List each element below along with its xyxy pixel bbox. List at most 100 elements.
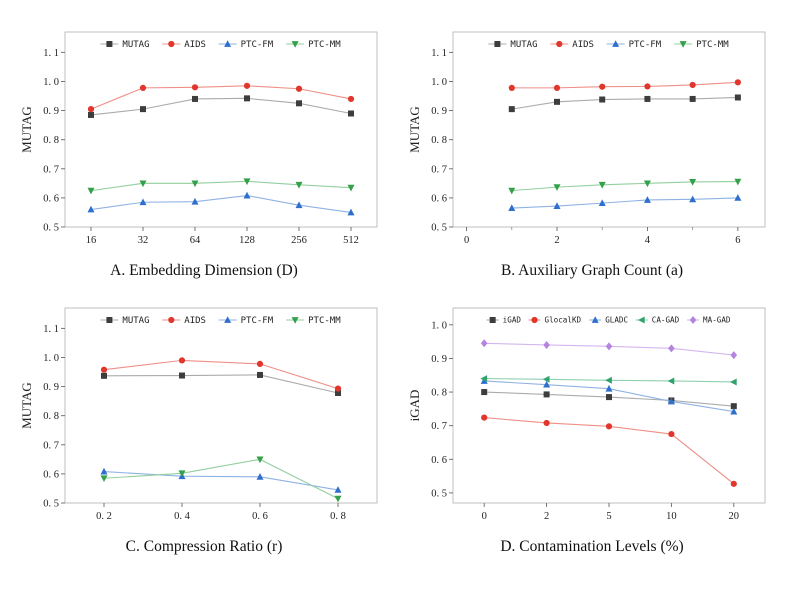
legend-label: PTC-MM <box>308 40 341 50</box>
svg-text:0. 8: 0. 8 <box>431 388 447 399</box>
svg-text:4: 4 <box>645 235 651 246</box>
square-marker <box>508 106 515 113</box>
series-mutag <box>88 95 354 118</box>
triangle-down-marker <box>100 475 108 483</box>
circle-marker <box>481 414 488 421</box>
diamond-marker <box>668 344 675 353</box>
svg-text:1. 0: 1. 0 <box>431 77 447 88</box>
chart-contamination-levels: 0 2 5 10 20 0. 5 0. 6 0. 7 0. 8 0. 9 1. 0 iGAD iGAD G… <box>405 300 779 562</box>
svg-text:0. 7: 0. 7 <box>431 164 447 175</box>
square-marker <box>179 372 185 379</box>
circle-marker <box>295 85 303 92</box>
svg-text:20: 20 <box>729 511 740 522</box>
triangle-left-marker <box>667 377 675 385</box>
svg-text:2: 2 <box>544 511 549 522</box>
circle-marker <box>256 360 264 367</box>
circle-marker <box>168 40 175 48</box>
legend: MUTAG AIDS PTC-FM PTC-MM <box>488 40 729 50</box>
svg-text:256: 256 <box>291 235 307 246</box>
triangle-up-marker <box>598 199 606 207</box>
square-marker <box>335 389 341 396</box>
diamond-marker <box>730 351 738 360</box>
legend-label: MUTAG <box>122 316 149 326</box>
svg-text:0. 6: 0. 6 <box>431 455 447 466</box>
svg-text:5: 5 <box>606 511 611 522</box>
circle-marker <box>730 480 737 487</box>
series-ca-gad <box>480 375 737 386</box>
svg-text:512: 512 <box>343 235 359 246</box>
triangle-down-marker <box>243 178 251 186</box>
axes: 0 2 5 10 20 0. 5 0. 6 0. 7 0. 8 0. 9 1. 0 iGAD <box>407 307 766 522</box>
triangle-up-marker <box>139 198 147 206</box>
triangle-up-marker <box>224 316 232 323</box>
triangle-down-marker <box>347 184 355 192</box>
legend-label: AIDS <box>184 40 206 50</box>
chart-contamination-levels-caption: D. Contamination Levels (%) <box>500 538 684 555</box>
triangle-down-marker <box>334 495 342 503</box>
square-marker <box>106 317 113 323</box>
square-marker <box>140 106 146 113</box>
circle-marker <box>531 316 538 324</box>
square-marker <box>192 95 198 102</box>
svg-text:16: 16 <box>86 235 97 246</box>
svg-text:0. 4: 0. 4 <box>174 511 191 522</box>
svg-text:128: 128 <box>239 235 255 246</box>
chart-auxiliary-graph-count-caption: B. Auxiliary Graph Count (a) <box>500 262 684 279</box>
square-marker <box>481 389 488 396</box>
svg-text:1. 0: 1. 0 <box>43 77 59 88</box>
square-marker <box>489 317 496 323</box>
legend-label: MA-GAD <box>703 316 731 325</box>
triangle-up-marker <box>553 202 561 209</box>
axes: 0. 2 0. 4 0. 6 0. 8 0. 5 0. 6 0. 7 0. 8 0. 9 1. 0… <box>19 307 378 522</box>
legend-label: AIDS <box>184 316 206 326</box>
svg-text:64: 64 <box>190 235 201 246</box>
triangle-down-marker <box>87 187 95 195</box>
svg-text:0. 5: 0. 5 <box>43 223 59 234</box>
y-axis-label: iGAD <box>407 390 422 422</box>
triangle-down-marker <box>291 41 299 48</box>
series-gladc <box>480 377 738 415</box>
circle-marker <box>644 83 651 90</box>
legend-label: PTC-FM <box>241 40 274 50</box>
circle-marker <box>599 83 606 90</box>
svg-text:0. 7: 0. 7 <box>43 440 59 451</box>
legend-label: MUTAG <box>122 40 149 50</box>
chart-contamination-levels-canvas: 0 2 5 10 20 0. 5 0. 6 0. 7 0. 8 0. 9 1. 0 iGAD iGAD G… <box>407 307 766 522</box>
circle-marker <box>668 430 675 438</box>
triangle-up-marker <box>730 407 738 415</box>
svg-text:10: 10 <box>666 511 677 522</box>
legend-label: GlocalKD <box>545 316 582 325</box>
legend: MUTAG AIDS PTC-FM PTC-MM <box>100 40 341 50</box>
series-mutag <box>101 371 341 396</box>
triangle-down-marker <box>508 187 516 195</box>
y-axis-label: MUTAG <box>19 106 34 153</box>
triangle-down-marker <box>178 470 186 478</box>
svg-text:0. 8: 0. 8 <box>43 411 59 422</box>
svg-text:0. 6: 0. 6 <box>431 193 447 204</box>
y-axis-label: MUTAG <box>19 382 34 429</box>
svg-text:0. 6: 0. 6 <box>252 511 268 522</box>
triangle-up-marker <box>689 195 697 203</box>
triangle-up-marker <box>591 316 599 323</box>
triangle-down-marker <box>191 180 199 188</box>
svg-text:2: 2 <box>554 235 559 246</box>
triangle-left-marker <box>480 375 488 383</box>
triangle-down-marker <box>679 41 687 48</box>
svg-text:0. 7: 0. 7 <box>431 421 447 432</box>
circle-marker <box>605 423 613 430</box>
square-marker <box>606 394 612 401</box>
diamond-marker <box>543 340 550 349</box>
axes: 16 32 64 128 256 512 0. 5 0. 6 0. 7 0. 8 0. 9 1. 0 1… <box>19 31 378 246</box>
square-marker <box>543 391 550 398</box>
square-marker <box>599 96 606 103</box>
chart-auxiliary-graph-count-canvas: 0 2 4 60. 50. 60. 70. 80. 91. 01. 1MUTAGMUT… <box>407 31 766 246</box>
svg-text:0: 0 <box>464 235 469 246</box>
square-marker <box>88 111 94 118</box>
series-mutag <box>508 94 741 113</box>
triangle-down-marker <box>689 178 697 186</box>
square-marker <box>734 94 741 101</box>
svg-text:0. 9: 0. 9 <box>431 354 447 365</box>
svg-text:1. 0: 1. 0 <box>431 320 447 331</box>
triangle-left-marker <box>730 378 737 386</box>
